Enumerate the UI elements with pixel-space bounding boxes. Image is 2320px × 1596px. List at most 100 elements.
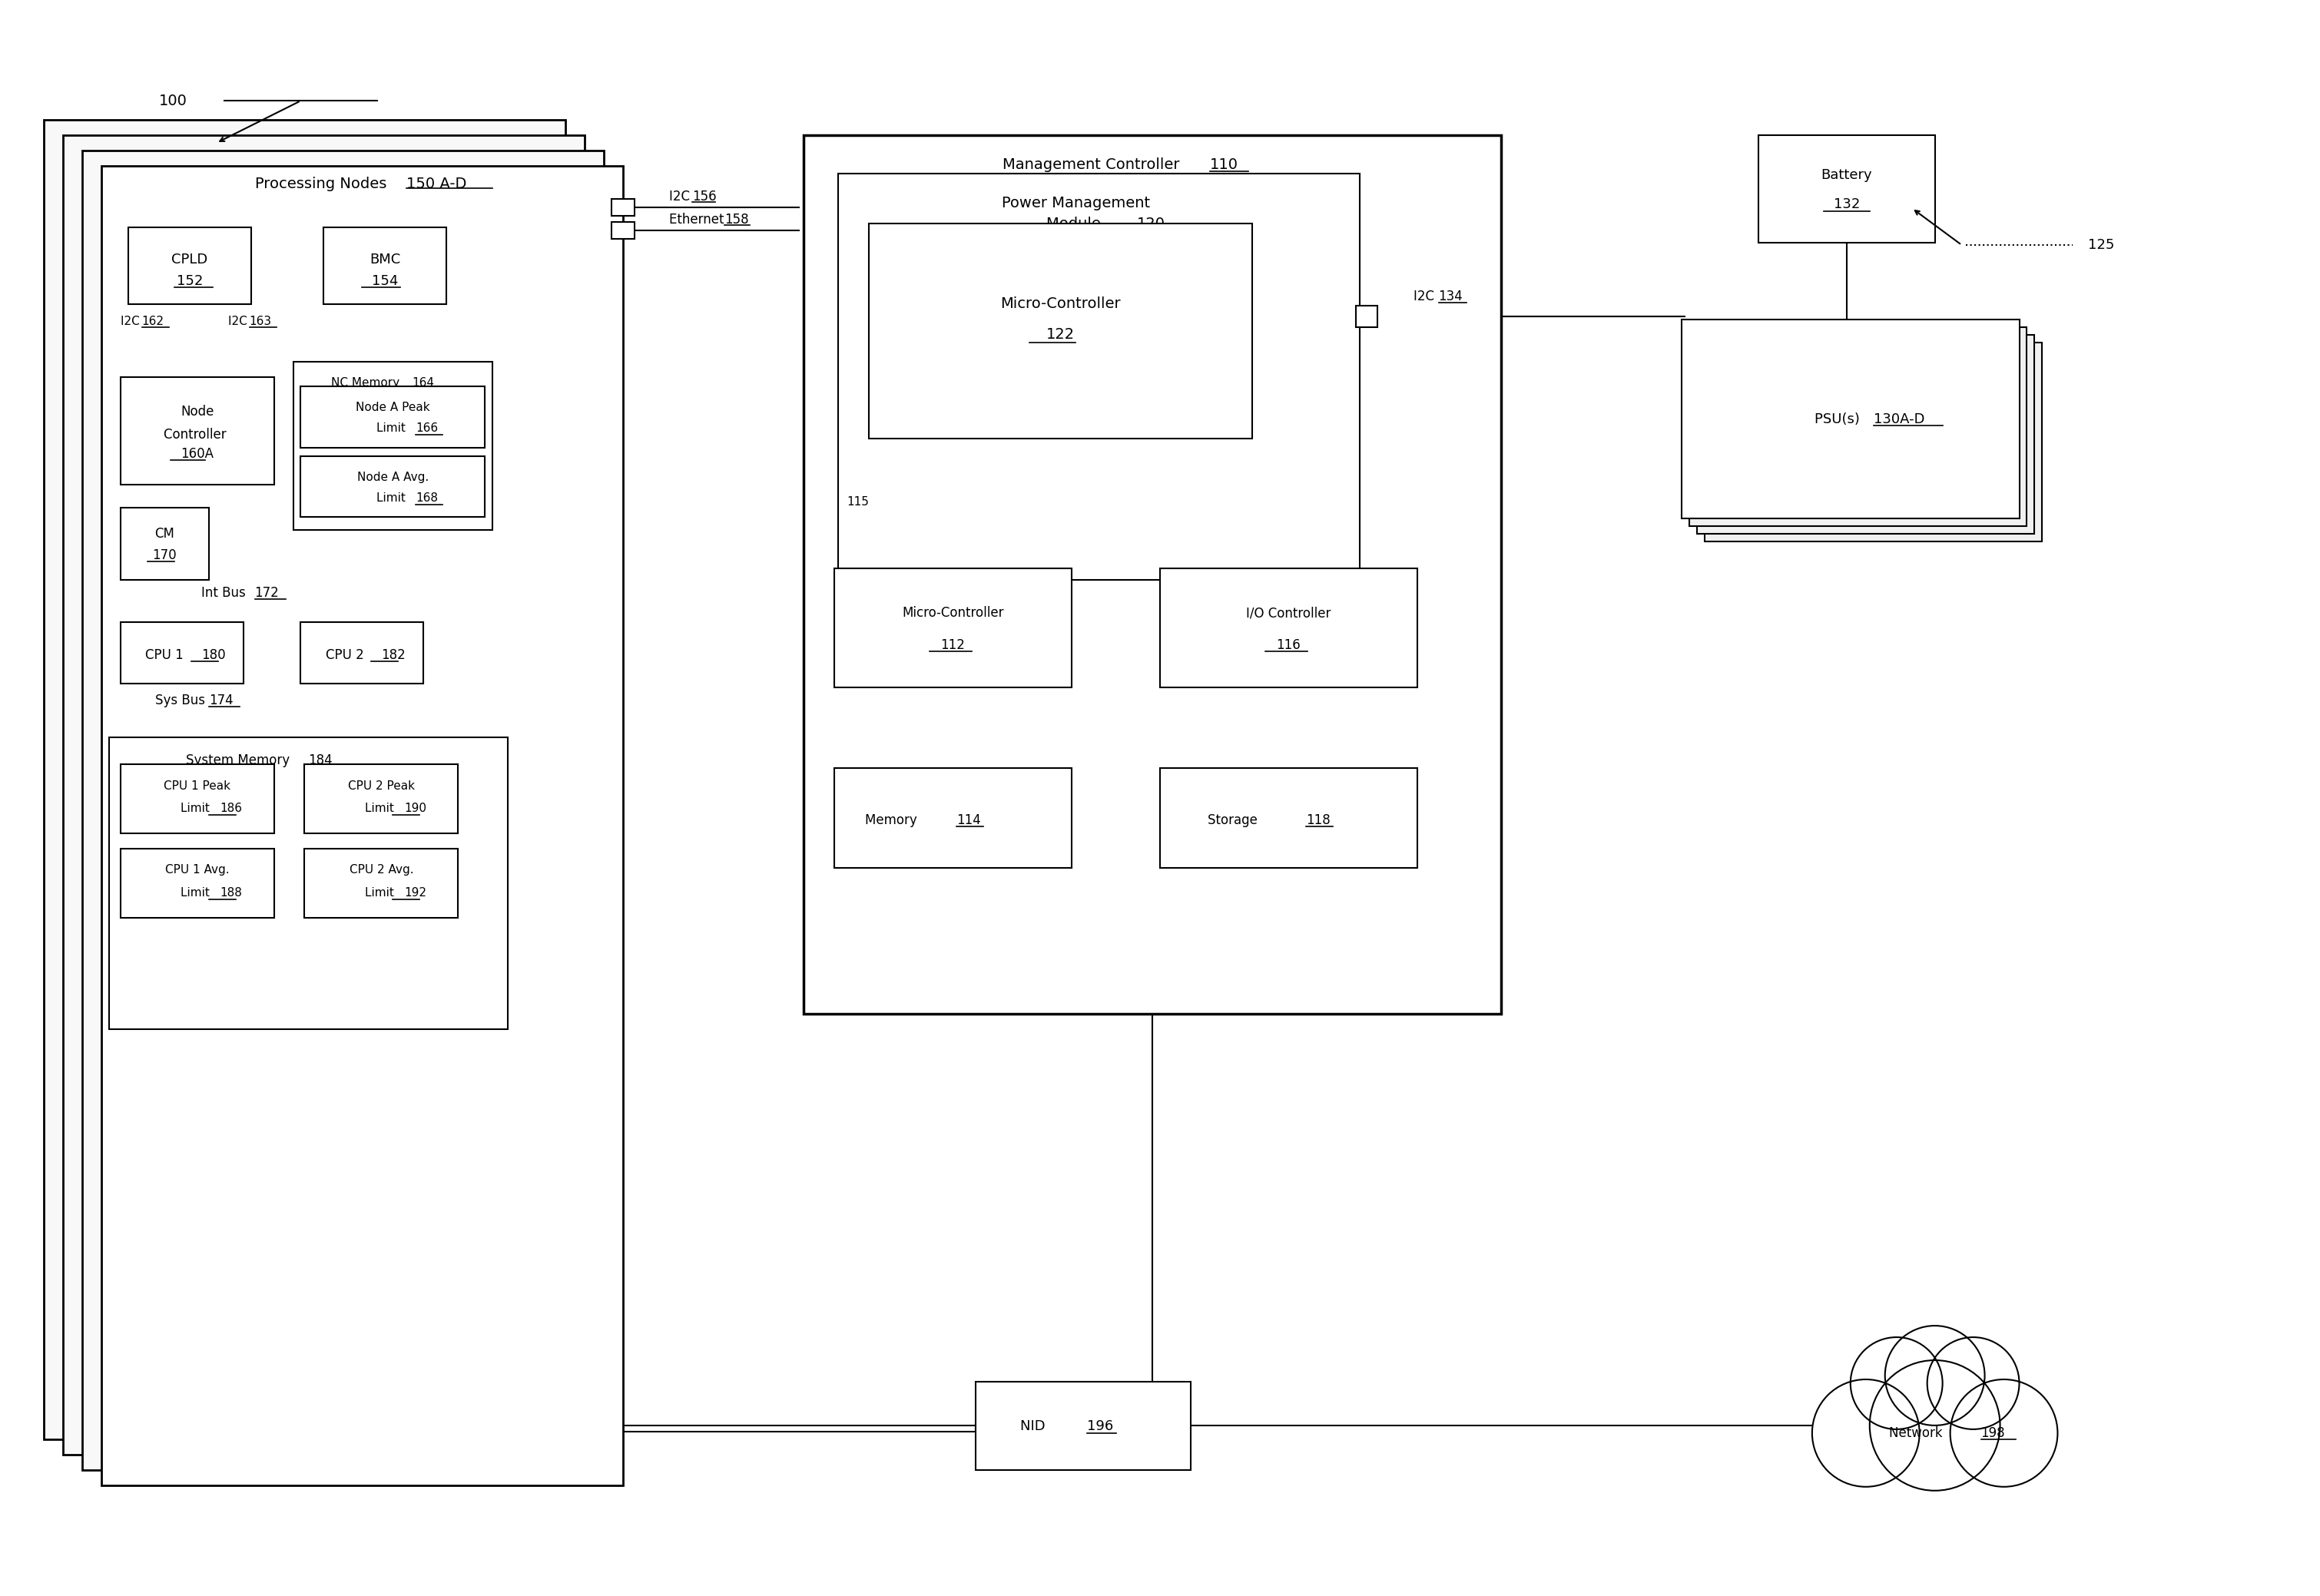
- Text: Management Controller: Management Controller: [1002, 156, 1186, 172]
- Bar: [977, 1382, 1190, 1470]
- Text: I/O Controller: I/O Controller: [1246, 606, 1329, 621]
- Text: 158: 158: [724, 212, 749, 227]
- Text: CPU 2 Peak: CPU 2 Peak: [348, 780, 415, 792]
- Text: 163: 163: [248, 316, 271, 327]
- Bar: [1696, 335, 2035, 535]
- Text: Battery: Battery: [1821, 168, 1872, 182]
- Text: CPU 1 Avg.: CPU 1 Avg.: [165, 865, 230, 876]
- Text: Storage: Storage: [1209, 814, 1267, 827]
- Text: 186: 186: [220, 803, 244, 814]
- Text: 172: 172: [255, 586, 278, 600]
- Text: 170: 170: [153, 549, 176, 562]
- Text: 100: 100: [158, 94, 188, 109]
- Text: 198: 198: [1981, 1427, 2004, 1440]
- Text: 184: 184: [309, 753, 332, 768]
- Text: 114: 114: [956, 814, 981, 827]
- Text: I2C: I2C: [1413, 289, 1438, 303]
- Text: CPU 2 Avg.: CPU 2 Avg.: [350, 865, 413, 876]
- Text: 190: 190: [404, 803, 427, 814]
- Text: CPU 1: CPU 1: [146, 648, 188, 662]
- Bar: [1355, 305, 1378, 327]
- Text: 122: 122: [1046, 327, 1074, 342]
- Text: 180: 180: [202, 648, 225, 662]
- Text: Micro-Controller: Micro-Controller: [902, 606, 1005, 621]
- Text: 116: 116: [1276, 638, 1299, 653]
- Text: Limit: Limit: [181, 887, 213, 899]
- Text: Node: Node: [181, 404, 213, 418]
- Bar: [1682, 319, 2018, 519]
- Bar: [1160, 568, 1418, 688]
- Text: Limit: Limit: [376, 423, 408, 434]
- Bar: [302, 622, 425, 683]
- Text: 166: 166: [415, 423, 438, 434]
- Bar: [833, 768, 1072, 868]
- Text: I2C: I2C: [227, 316, 251, 327]
- Text: 160A: 160A: [181, 447, 213, 461]
- Text: 125: 125: [2088, 238, 2116, 252]
- Bar: [292, 362, 492, 530]
- Circle shape: [1928, 1337, 2018, 1430]
- Text: 152: 152: [176, 275, 202, 287]
- Text: 154: 154: [371, 275, 399, 287]
- Text: Node A Peak: Node A Peak: [355, 402, 429, 413]
- Text: NC Memory: NC Memory: [332, 377, 408, 389]
- Bar: [302, 386, 485, 447]
- Bar: [121, 377, 274, 484]
- Text: Network: Network: [1888, 1427, 1951, 1440]
- Bar: [121, 508, 209, 581]
- Text: 134: 134: [1438, 289, 1464, 303]
- Text: Module: Module: [1046, 215, 1104, 231]
- Text: Limit: Limit: [364, 887, 397, 899]
- Text: 192: 192: [404, 887, 427, 899]
- Text: Limit: Limit: [376, 492, 408, 504]
- Text: Controller: Controller: [165, 428, 230, 442]
- Bar: [803, 136, 1501, 1013]
- Text: CPU 1 Peak: CPU 1 Peak: [165, 780, 230, 792]
- Text: Ethernet: Ethernet: [668, 212, 728, 227]
- Bar: [44, 120, 566, 1440]
- Text: 164: 164: [413, 377, 434, 389]
- Text: Limit: Limit: [181, 803, 213, 814]
- Text: 156: 156: [691, 190, 717, 204]
- Text: 110: 110: [1209, 156, 1239, 172]
- Text: 115: 115: [847, 496, 870, 508]
- Text: NID: NID: [1021, 1419, 1053, 1433]
- Bar: [63, 136, 585, 1454]
- Bar: [1759, 136, 1935, 243]
- Text: System Memory: System Memory: [186, 753, 295, 768]
- Bar: [1689, 327, 2028, 527]
- Bar: [1160, 768, 1418, 868]
- Text: 118: 118: [1306, 814, 1329, 827]
- Text: 168: 168: [415, 492, 438, 504]
- Bar: [121, 764, 274, 833]
- Text: I2C: I2C: [668, 190, 694, 204]
- Bar: [121, 849, 274, 918]
- Text: 182: 182: [380, 648, 406, 662]
- Bar: [868, 223, 1253, 439]
- Bar: [121, 622, 244, 683]
- Text: Processing Nodes: Processing Nodes: [255, 176, 392, 192]
- Text: 130A-D: 130A-D: [1875, 412, 1926, 426]
- Text: I2C: I2C: [121, 316, 144, 327]
- Text: 120: 120: [1137, 215, 1165, 231]
- Circle shape: [1851, 1337, 1942, 1430]
- Bar: [81, 150, 603, 1470]
- Circle shape: [1951, 1379, 2058, 1487]
- Text: CPU 2: CPU 2: [325, 648, 369, 662]
- Text: CPLD: CPLD: [172, 252, 209, 267]
- Text: 150 A-D: 150 A-D: [406, 176, 466, 192]
- Bar: [612, 222, 633, 239]
- Bar: [304, 849, 457, 918]
- Text: Power Management: Power Management: [1002, 195, 1151, 211]
- Text: 162: 162: [142, 316, 165, 327]
- Text: CM: CM: [153, 527, 174, 541]
- Bar: [612, 200, 633, 215]
- Text: 188: 188: [220, 887, 241, 899]
- Bar: [833, 568, 1072, 688]
- Bar: [109, 737, 508, 1029]
- Text: Micro-Controller: Micro-Controller: [1000, 297, 1121, 311]
- Circle shape: [1812, 1379, 1919, 1487]
- Text: Memory: Memory: [865, 814, 926, 827]
- Text: PSU(s): PSU(s): [1814, 412, 1863, 426]
- Bar: [1705, 343, 2042, 541]
